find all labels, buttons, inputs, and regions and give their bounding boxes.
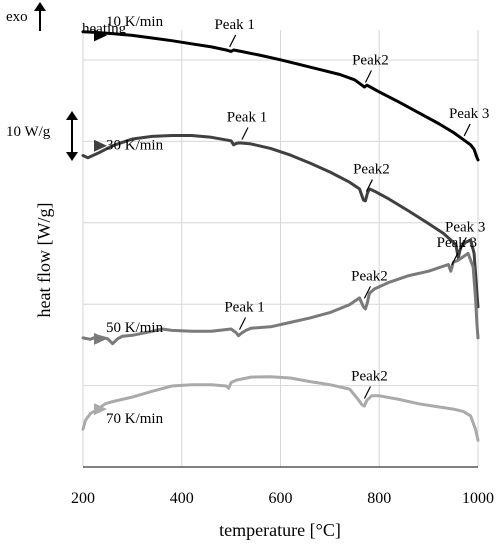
annotation-label: Peak2 xyxy=(352,53,389,69)
annotation-leader xyxy=(451,252,459,266)
annotation-leader xyxy=(365,179,373,192)
annotation-label: Peak2 xyxy=(351,368,388,384)
annotation-label: Peak 1 xyxy=(227,109,267,125)
exo-arrow-icon xyxy=(34,2,46,31)
series-label: 10 K/min xyxy=(106,14,164,30)
annotation-label: Peak 1 xyxy=(224,300,264,316)
series-label: 30 K/min xyxy=(106,138,164,154)
annotation-label: Peak 3 xyxy=(449,106,489,122)
scale-bar-label: 10 W/g xyxy=(6,124,51,140)
series-line xyxy=(81,30,480,162)
scale-bar-icon xyxy=(66,111,78,161)
annotation-leader xyxy=(241,127,249,140)
series-start-arrow-icon xyxy=(94,139,107,152)
annotation-label: Peak2 xyxy=(353,162,390,178)
x-tick-label: 800 xyxy=(367,490,391,507)
annotation-leader xyxy=(463,123,471,137)
annotation-leader xyxy=(459,237,467,250)
x-tick-labels: 200 400 600 800 1000 xyxy=(71,490,494,507)
annotation-leader xyxy=(229,34,237,48)
x-tick-label: 400 xyxy=(170,490,194,507)
series-3: 70 K/min Peak2 xyxy=(81,368,480,442)
series-layer: 10 K/min Peak 1 Peak2 Peak 3 30 K/min Peak 1 P… xyxy=(81,14,489,442)
annotation-leader xyxy=(363,386,371,399)
annotation-label: Peak 3 xyxy=(437,235,477,251)
series-1: 30 K/min Peak 1 Peak2 Peak 3 xyxy=(81,109,485,309)
series-2: 50 K/min Peak 1 Peak2 Peak 3 xyxy=(81,235,480,346)
series-start-arrow-icon xyxy=(94,332,107,345)
series-line xyxy=(81,375,480,442)
x-tick-label: 200 xyxy=(71,490,95,507)
series-label: 50 K/min xyxy=(106,320,164,336)
x-tick-label: 1000 xyxy=(462,490,494,507)
series-0: 10 K/min Peak 1 Peak2 Peak 3 xyxy=(81,14,489,162)
heating-label: heating xyxy=(82,21,127,37)
series-start-arrow-icon xyxy=(94,29,107,42)
series-label: 70 K/min xyxy=(106,411,164,427)
series-start-arrow-icon xyxy=(94,403,107,416)
annotation-leader xyxy=(364,70,372,83)
x-axis-label: temperature [°C] xyxy=(219,520,341,540)
exo-label: exo xyxy=(6,9,28,25)
annotation-label: Peak2 xyxy=(351,268,388,284)
series-line xyxy=(81,134,480,309)
annotation-label: Peak 3 xyxy=(445,219,485,235)
annotation-leader xyxy=(363,286,371,299)
series-line xyxy=(81,251,480,346)
grid xyxy=(82,30,479,467)
annotation-leader xyxy=(238,317,247,330)
annotation-label: Peak 1 xyxy=(214,17,254,33)
x-tick-label: 600 xyxy=(269,490,293,507)
y-axis-label: heat flow [W/g] xyxy=(34,203,54,318)
